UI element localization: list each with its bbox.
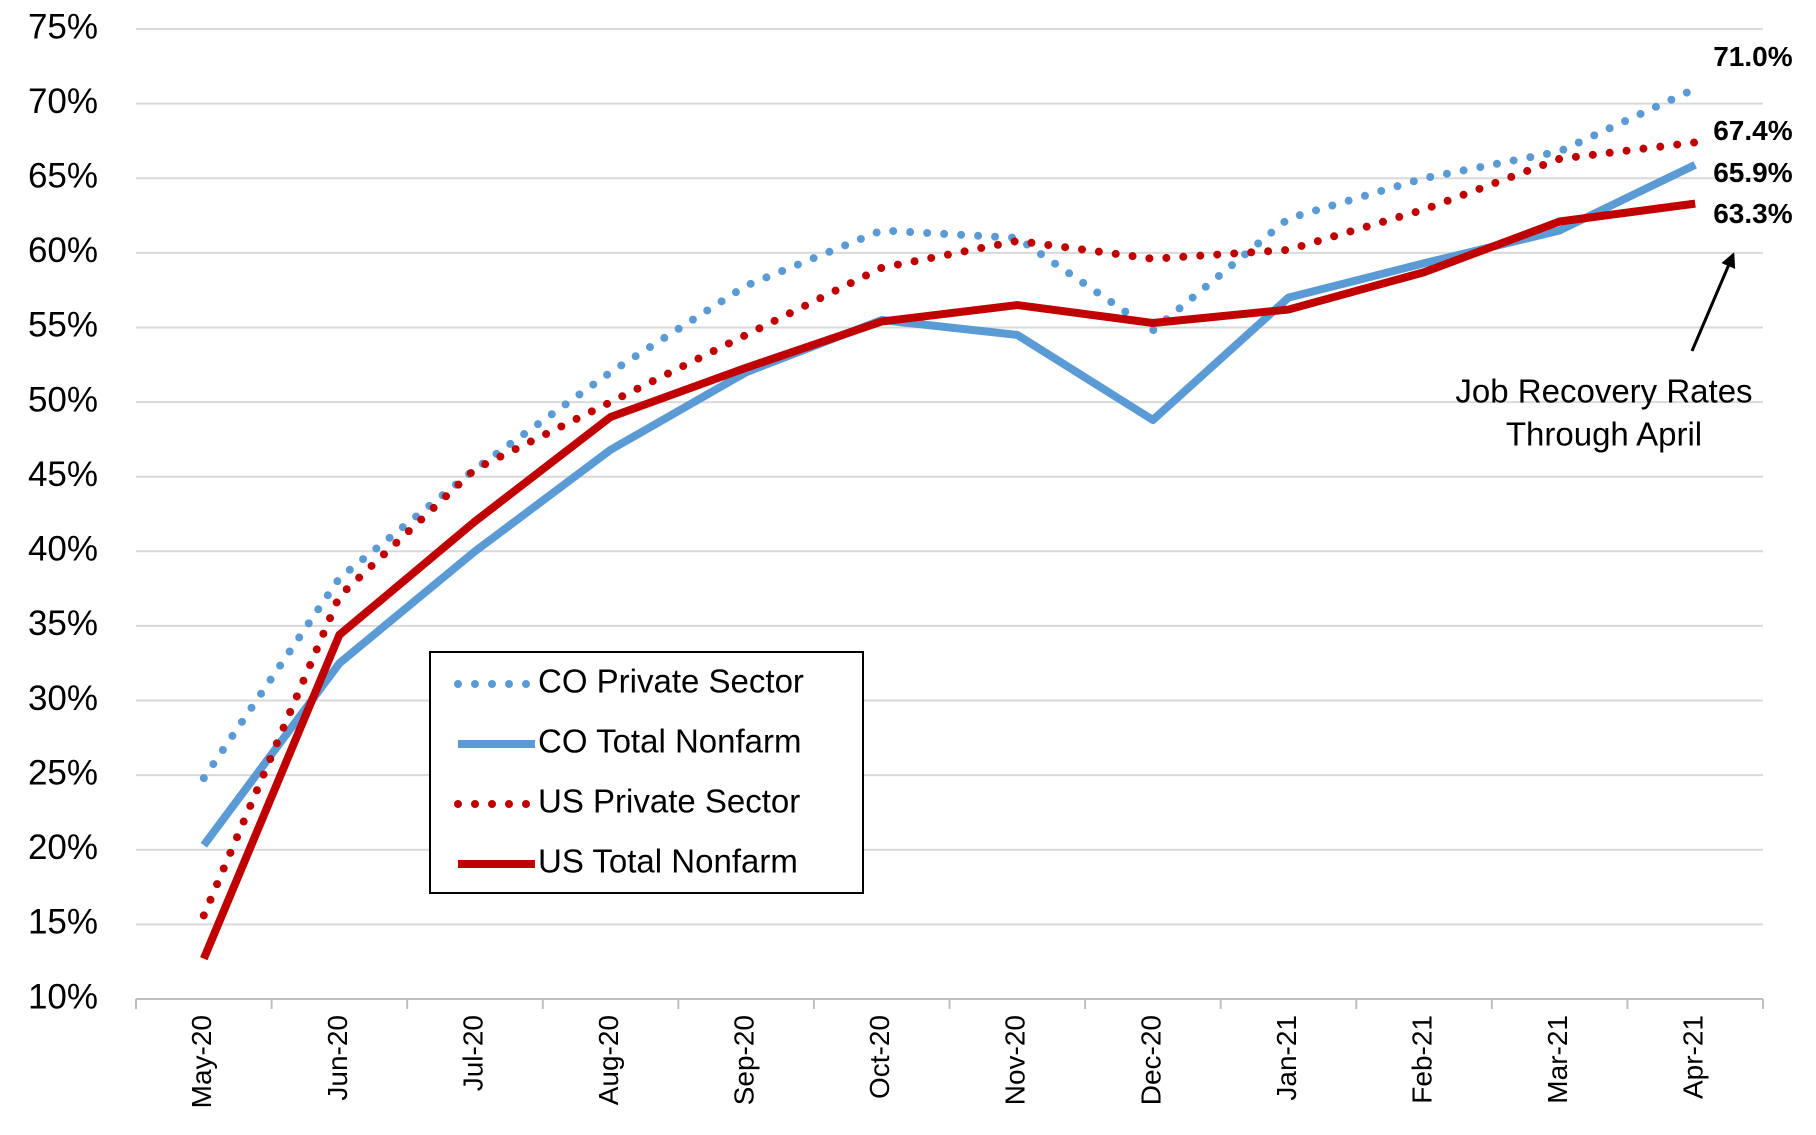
legend-label: US Private Sector xyxy=(538,783,800,820)
series-line xyxy=(200,199,1696,961)
y-tick-label: 10% xyxy=(28,977,98,1016)
y-tick-label: 30% xyxy=(28,679,98,718)
data-label: 65.9% xyxy=(1713,157,1792,188)
annotation-arrow xyxy=(1690,252,1736,352)
y-tick-label: 20% xyxy=(28,828,98,867)
y-tick-label: 70% xyxy=(28,82,98,121)
x-tick-label: Apr-21 xyxy=(1678,1015,1709,1099)
x-tick-label: Jun-20 xyxy=(322,1015,353,1101)
x-tick-label: Aug-20 xyxy=(593,1015,624,1105)
y-tick-label: 35% xyxy=(28,604,98,643)
x-tick-label: Dec-20 xyxy=(1135,1015,1166,1105)
annotation: Through April xyxy=(1506,416,1702,453)
y-tick-label: 45% xyxy=(28,455,98,494)
x-tick-label: Nov-20 xyxy=(1000,1015,1031,1105)
series-line xyxy=(199,84,1700,783)
x-tick-label: Oct-20 xyxy=(864,1015,895,1099)
legend-label: CO Private Sector xyxy=(538,663,804,700)
y-tick-label: 40% xyxy=(28,530,98,569)
x-tick-label: Jul-20 xyxy=(457,1015,488,1091)
data-label: 63.3% xyxy=(1713,198,1792,229)
y-tick-label: 55% xyxy=(28,306,98,345)
y-tick-label: 65% xyxy=(28,156,98,195)
legend-label: CO Total Nonfarm xyxy=(538,723,801,760)
data-label: 67.4% xyxy=(1713,115,1792,146)
series-line xyxy=(200,161,1697,848)
y-tick-label: 75% xyxy=(28,7,98,46)
x-tick-label: Mar-21 xyxy=(1542,1015,1573,1104)
x-tick-label: Sep-20 xyxy=(729,1015,760,1105)
series-line xyxy=(199,138,1700,920)
y-tick-label: 50% xyxy=(28,380,98,419)
y-tick-label: 25% xyxy=(28,753,98,792)
legend-label: US Total Nonfarm xyxy=(538,843,798,880)
x-tick-label: May-20 xyxy=(186,1015,217,1108)
data-label: 71.0% xyxy=(1713,41,1792,72)
annotation: Job Recovery Rates xyxy=(1455,373,1752,410)
y-tick-label: 15% xyxy=(28,903,98,942)
x-tick-label: Feb-21 xyxy=(1406,1015,1437,1104)
legend-box xyxy=(429,651,864,894)
y-tick-label: 60% xyxy=(28,231,98,270)
x-tick-label: Jan-21 xyxy=(1271,1015,1302,1101)
